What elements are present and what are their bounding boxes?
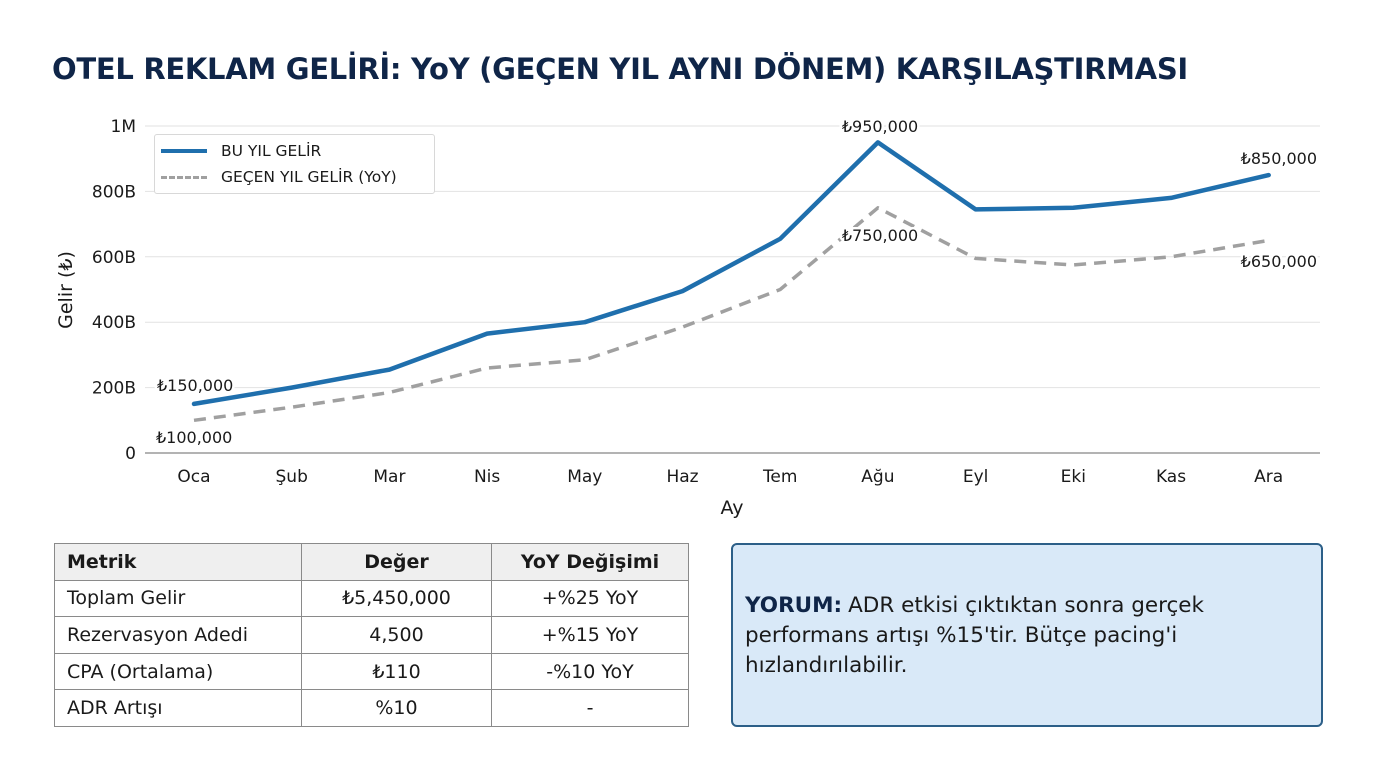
data-label: ₺950,000 — [842, 117, 918, 136]
data-label-halo: ₺650,000 — [1241, 252, 1317, 271]
cell-value: 4,500 — [301, 616, 492, 654]
cell-yoy: +%25 YoY — [491, 579, 689, 618]
header-metric: Metrik — [54, 543, 302, 581]
dashed-line-swatch-icon — [161, 175, 207, 179]
cell-value: %10 — [301, 689, 492, 727]
x-axis-label: Ay — [721, 497, 744, 519]
table-row: ADR Artışı %10 - — [54, 689, 689, 727]
cell-yoy: -%10 YoY — [491, 652, 689, 691]
solid-line-swatch-icon — [161, 149, 207, 153]
legend-item-previous-year: GEÇEN YIL GELİR (YoY) — [161, 166, 397, 188]
current-year-line — [191, 140, 1271, 407]
revenue-line-chart: 0 200B 400B 600B 800B 1M Oca Şub Mar Nis May Haz Tem… — [55, 117, 1320, 519]
x-tick-label: Mar — [373, 467, 405, 487]
cell-yoy: +%15 YoY — [491, 616, 689, 654]
x-tick-label: Şub — [276, 467, 308, 487]
x-tick-label: Nis — [474, 467, 500, 487]
comment-text: ADR etkisi çıktıktan sonra gerçek perfor… — [745, 593, 1204, 678]
data-label-halo: ₺150,000 — [157, 376, 233, 395]
x-tick-label: Ara — [1254, 467, 1283, 487]
previous-year-line — [193, 206, 1269, 423]
legend-label-current: BU YIL GELİR — [221, 142, 322, 160]
y-tick-label: 1M — [111, 117, 136, 137]
y-tick-label: 200B — [92, 379, 136, 399]
x-tick-label: Eki — [1061, 467, 1086, 487]
data-label-halo: ₺100,000 — [156, 428, 232, 447]
y-tick-label: 600B — [92, 248, 136, 268]
metrics-table: Metrik Değer YoY Değişimi Toplam Gelir ₺… — [54, 543, 689, 727]
x-tick-label: Oca — [177, 467, 210, 487]
table-row: CPA (Ortalama) ₺110 -%10 YoY — [54, 652, 689, 691]
data-label: ₺750,000 — [842, 226, 918, 245]
table-row: Rezervasyon Adedi 4,500 +%15 YoY — [54, 616, 689, 654]
x-tick-label: Haz — [666, 467, 698, 487]
legend-label-previous: GEÇEN YIL GELİR (YoY) — [221, 168, 397, 186]
y-tick-label: 0 — [125, 444, 136, 464]
y-tick-label: 400B — [92, 313, 136, 333]
cell-value: ₺5,450,000 — [301, 579, 492, 618]
x-tick-label: Ağu — [861, 467, 894, 487]
data-label: ₺100,000 — [156, 428, 232, 447]
table-row: Toplam Gelir ₺5,450,000 +%25 YoY — [54, 579, 689, 618]
data-label: ₺850,000 — [1241, 149, 1317, 168]
cell-yoy: - — [491, 689, 689, 727]
data-label-halo: ₺850,000 — [1241, 149, 1317, 168]
data-label-halo: ₺950,000 — [842, 117, 918, 136]
x-tick-label: Tem — [762, 467, 798, 487]
cell-value: ₺110 — [301, 652, 492, 691]
x-tick-label: May — [567, 467, 602, 487]
data-label-halo: ₺750,000 — [842, 226, 918, 245]
cell-metric: CPA (Ortalama) — [54, 652, 302, 691]
header-value: Değer — [301, 543, 492, 581]
legend-item-current-year: BU YIL GELİR — [161, 140, 321, 162]
page-title: OTEL REKLAM GELİRİ: YoY (GEÇEN YIL AYNI … — [52, 52, 1188, 86]
chart-legend: BU YIL GELİR GEÇEN YIL GELİR (YoY) — [154, 134, 435, 194]
comment-box: YORUM: ADR etkisi çıktıktan sonra gerçek … — [731, 543, 1323, 727]
cell-metric: Rezervasyon Adedi — [54, 616, 302, 654]
table-header-row: Metrik Değer YoY Değişimi — [54, 543, 689, 581]
x-tick-label: Kas — [1156, 467, 1186, 487]
y-tick-label: 800B — [92, 182, 136, 202]
data-label: ₺150,000 — [157, 376, 233, 395]
y-axis-label: Gelir (₺) — [55, 251, 77, 329]
cell-metric: Toplam Gelir — [54, 579, 302, 618]
comment-lead: YORUM: — [745, 593, 843, 618]
x-tick-label: Eyl — [963, 467, 989, 487]
data-label: ₺650,000 — [1241, 252, 1317, 271]
cell-metric: ADR Artışı — [54, 689, 302, 727]
header-yoy-change: YoY Değişimi — [491, 543, 689, 581]
